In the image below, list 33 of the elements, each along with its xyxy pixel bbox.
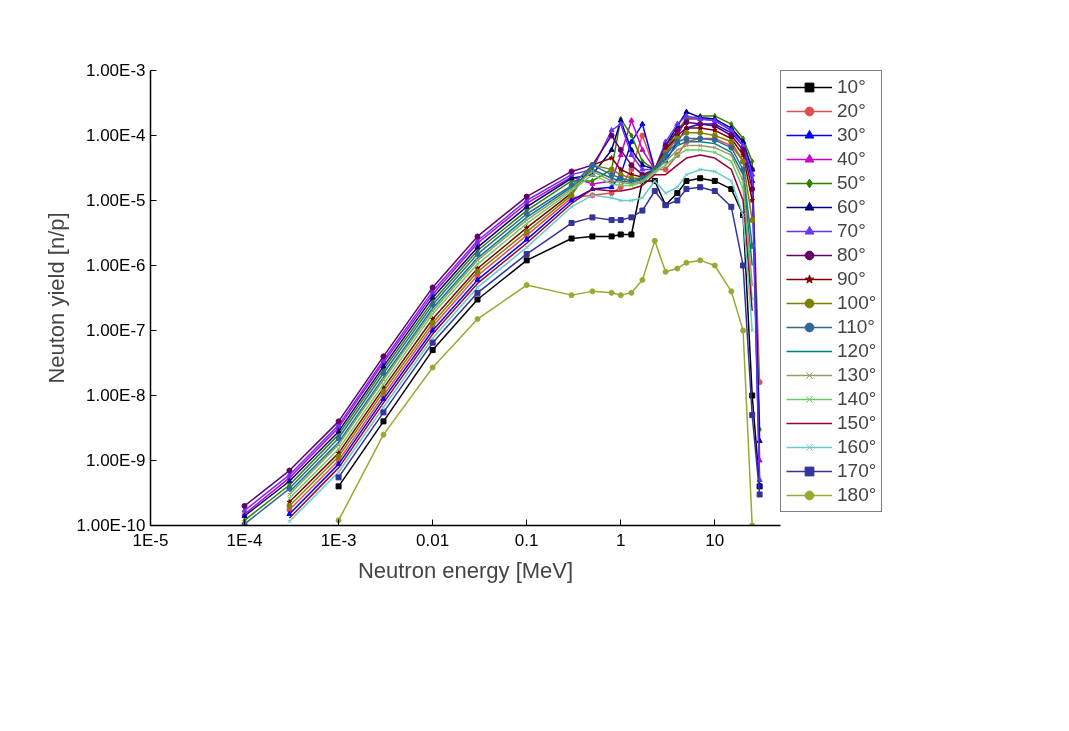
y-tick-label: 1.00E-3 bbox=[85, 61, 146, 80]
x-tick-label: 10 bbox=[705, 530, 725, 550]
y-tick-label: 1.00E-9 bbox=[85, 451, 146, 470]
y-tick-label: 1.00E-8 bbox=[85, 386, 146, 405]
legend-label: 100° bbox=[837, 292, 877, 314]
legend-label: 90° bbox=[837, 268, 866, 290]
x-tick-label: 1E-4 bbox=[226, 530, 263, 550]
y-tick-label: 1.00E-7 bbox=[85, 321, 146, 340]
legend-label: 160° bbox=[837, 436, 877, 458]
x-tick-label: 1E-3 bbox=[320, 530, 357, 550]
y-tick-label: 1.00E-5 bbox=[85, 191, 146, 210]
y-tick-label: 1.00E-6 bbox=[85, 256, 146, 275]
x-tick-label: 1 bbox=[615, 530, 626, 550]
legend-label: 180° bbox=[837, 484, 877, 506]
x-tick-label: 0.01 bbox=[416, 530, 450, 550]
legend-label: 30° bbox=[837, 124, 866, 146]
legend-label: 20° bbox=[837, 100, 866, 122]
legend-label: 140° bbox=[837, 388, 877, 410]
legend-label: 40° bbox=[837, 148, 866, 170]
legend-label: 70° bbox=[837, 220, 866, 242]
legend-label: 80° bbox=[837, 244, 866, 266]
x-axis-title: Neutron energy [MeV] bbox=[357, 557, 574, 583]
legend-label: 110° bbox=[837, 316, 875, 338]
legend-label: 50° bbox=[837, 172, 866, 194]
legend-label: 10° bbox=[837, 76, 866, 98]
y-axis-title: Neuton yield [n/p] bbox=[43, 212, 69, 384]
legend-label: 150° bbox=[837, 412, 877, 434]
legend-label: 170° bbox=[837, 460, 877, 482]
legend-label: 120° bbox=[837, 340, 877, 362]
y-tick-label: 1.00E-4 bbox=[85, 126, 146, 145]
x-tick-label: 0.1 bbox=[514, 530, 539, 550]
legend-label: 130° bbox=[837, 364, 877, 386]
legend-label: 60° bbox=[837, 196, 866, 218]
